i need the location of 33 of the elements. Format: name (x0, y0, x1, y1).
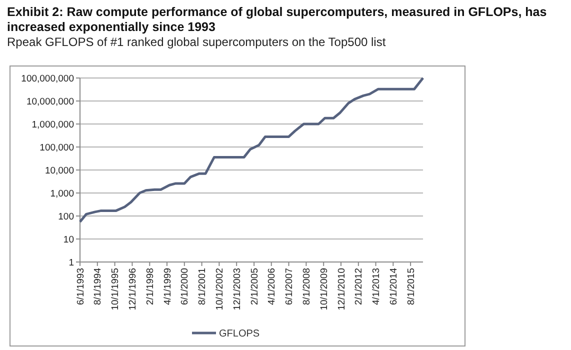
x-tick-label: 4/1/2013 (371, 268, 382, 305)
line-series (78, 76, 424, 224)
y-tick-label: 1 (68, 257, 74, 268)
x-tick-label: 8/1/2015 (406, 268, 417, 305)
chart-title: Exhibit 2: Raw compute performance of global supercomputers, measured in GFLOPs, has increased exponentially since 1993 (7, 5, 547, 34)
y-tick-label: 1,000,000 (32, 119, 74, 130)
y-tick-label: 10,000,000 (26, 96, 74, 108)
x-tick-label: 6/1/2007 (284, 268, 296, 305)
x-tick-label: 6/1/1993 (75, 268, 86, 305)
x-tick-label: 12/1/2010 (336, 268, 348, 310)
y-tick-label: 100,000,000 (21, 73, 74, 84)
x-tick-label: 12/1/2003 (232, 268, 243, 310)
x-tick-label: 8/1/1994 (92, 268, 104, 305)
y-tick-label: 100,000 (40, 142, 74, 154)
chart-subtitle: Rpeak GFLOPS of #1 ranked global supercomputers on the Top500 list (7, 35, 386, 49)
y-tick-label: 10,000 (44, 165, 74, 176)
x-tick-label: 10/1/2009 (318, 268, 330, 310)
x-tick-label: 4/1/1999 (162, 268, 174, 305)
x-tick-label: 2/1/2005 (249, 268, 260, 305)
x-tick-label: 8/1/2001 (197, 268, 208, 305)
x-tick-label: 2/1/1998 (144, 268, 156, 305)
y-tick-label: 1,000 (50, 188, 74, 200)
y-tick-label: 100 (58, 211, 74, 222)
x-tick-label: 2/1/2012 (354, 268, 365, 305)
y-tick-label: 10 (63, 234, 74, 246)
x-tick-label: 4/1/2006 (266, 268, 278, 305)
x-tick-label: 8/1/2008 (302, 268, 313, 305)
x-tick-label: 10/1/2002 (214, 268, 226, 310)
x-tick-label: 6/1/2000 (180, 268, 191, 305)
legend-label: GFLOPS (219, 328, 260, 340)
x-tick-label: 6/1/2014 (388, 268, 400, 305)
x-tick-label: 10/1/1995 (110, 268, 122, 310)
x-tick-label: 12/1/1996 (128, 268, 139, 310)
